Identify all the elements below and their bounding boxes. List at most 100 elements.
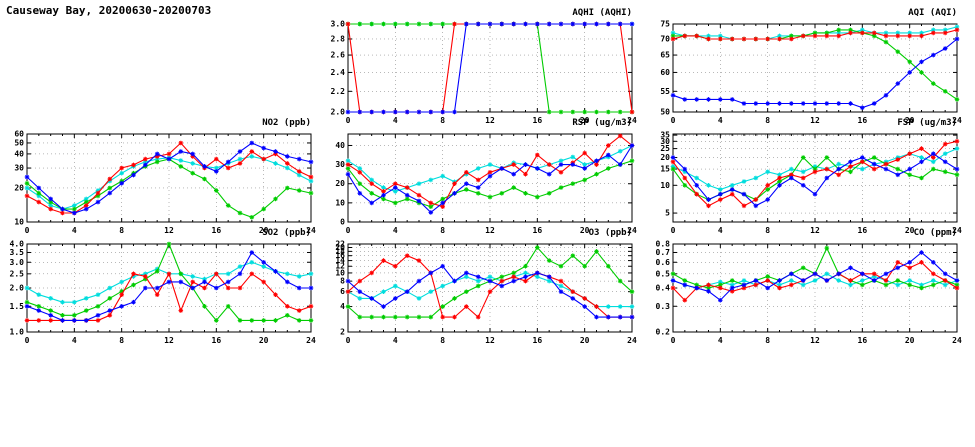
svg-text:0.7: 0.7: [656, 248, 671, 257]
page-title: Causeway Bay, 20200630-20200703: [6, 4, 212, 17]
svg-text:20: 20: [259, 226, 269, 235]
chart-no2: NO2 (ppb) 0 4 8 12 16 20 24 10 20 30 40 50 60: [1, 118, 317, 236]
rsp-plot: 0 4 8 12 16 20 24 0 10 20 30 40: [335, 133, 637, 235]
svg-text:20: 20: [259, 336, 269, 345]
co-plot: 0 4 8 12 16 20 24 0.2 0.3 0.4 0.5 0.60.70.8: [656, 240, 962, 345]
chart-no2-title: NO2 (ppb): [262, 118, 311, 128]
chart-aqhi: AQHI (AQHI) 0 4 8 12 16 20 24 2.0 2.2 2.4 2.6 2.8 3.…: [322, 8, 638, 126]
svg-text:2: 2: [340, 328, 345, 337]
svg-text:35: 35: [660, 131, 670, 140]
chart-o3: O3 (ppb) 0 4 8 12 16 20 24 2 4 6 8 10 12 14 16 18 20 22: [322, 228, 638, 346]
svg-text:20: 20: [905, 336, 915, 345]
svg-text:24: 24: [952, 116, 962, 125]
svg-text:24: 24: [627, 226, 637, 235]
svg-text:3.0: 3.0: [331, 20, 346, 29]
svg-text:40: 40: [335, 141, 345, 150]
svg-text:0: 0: [346, 336, 351, 345]
svg-text:0: 0: [25, 226, 30, 235]
svg-text:0: 0: [346, 116, 351, 125]
chart-rsp: RSP (ug/m3) 0 4 8 12 16 20 24 0 10 20 30 40: [322, 118, 638, 236]
svg-text:4: 4: [718, 116, 723, 125]
svg-text:2.5: 2.5: [10, 269, 25, 278]
svg-text:24: 24: [952, 336, 962, 345]
svg-text:70: 70: [660, 34, 670, 43]
svg-text:10: 10: [660, 181, 670, 190]
svg-text:30: 30: [335, 160, 345, 169]
svg-text:4: 4: [340, 302, 345, 311]
svg-text:4.0: 4.0: [10, 240, 25, 249]
svg-text:1.0: 1.0: [10, 328, 25, 337]
svg-text:16: 16: [335, 251, 345, 260]
svg-text:24: 24: [306, 336, 316, 345]
svg-text:0: 0: [671, 336, 676, 345]
svg-text:4: 4: [718, 226, 723, 235]
svg-text:60: 60: [14, 130, 24, 139]
svg-text:20: 20: [335, 179, 345, 188]
svg-text:0.5: 0.5: [656, 269, 671, 278]
chart-o3-title: O3 (ppb): [588, 228, 632, 238]
chart-so2: SO2 (ppb) 0 4 8 12 16 20 24 1.0 1.5 2.0 2.5 3.0 3.5 4…: [1, 228, 317, 346]
aqhi-plot: 0 4 8 12 16 20 24 2.0 2.2 2.4 2.6 2.8 3.0: [331, 20, 637, 125]
svg-text:20: 20: [905, 116, 915, 125]
svg-text:12: 12: [810, 116, 820, 125]
svg-text:2.0: 2.0: [10, 284, 25, 293]
svg-text:10: 10: [335, 268, 345, 277]
svg-text:60: 60: [660, 68, 670, 77]
svg-text:20: 20: [580, 116, 590, 125]
svg-text:1.5: 1.5: [10, 302, 25, 311]
svg-text:24: 24: [306, 226, 316, 235]
svg-text:4: 4: [393, 226, 398, 235]
svg-text:10: 10: [14, 218, 24, 227]
chart-co: CO (ppm) 0 4 8 12 16 20 24 0.2 0.3 0.4 0.5 0.6 0.7 0.…: [647, 228, 963, 346]
svg-text:3.0: 3.0: [10, 258, 25, 267]
svg-text:8: 8: [119, 336, 124, 345]
svg-text:16: 16: [212, 336, 222, 345]
svg-text:8: 8: [340, 277, 345, 286]
svg-text:20: 20: [580, 336, 590, 345]
svg-text:20: 20: [580, 226, 590, 235]
svg-text:40: 40: [14, 149, 24, 158]
svg-text:0: 0: [346, 226, 351, 235]
svg-text:5: 5: [665, 209, 670, 218]
svg-text:24: 24: [952, 226, 962, 235]
svg-text:12: 12: [485, 226, 495, 235]
svg-text:16: 16: [533, 116, 543, 125]
svg-text:3.5: 3.5: [10, 248, 25, 257]
svg-text:8: 8: [119, 226, 124, 235]
svg-text:8: 8: [765, 116, 770, 125]
svg-text:6: 6: [340, 287, 345, 296]
svg-text:0: 0: [340, 218, 345, 227]
chart-fsp-title: FSP (ug/m3): [897, 118, 957, 128]
chart-aqhi-title: AQHI (AQHI): [572, 8, 632, 18]
svg-text:18: 18: [335, 247, 345, 256]
svg-text:16: 16: [858, 336, 868, 345]
svg-text:30: 30: [14, 164, 24, 173]
svg-text:12: 12: [335, 262, 345, 271]
svg-text:15: 15: [660, 165, 670, 174]
chart-aqi-title: AQI (AQI): [908, 8, 957, 18]
svg-text:12: 12: [485, 116, 495, 125]
svg-text:20: 20: [905, 226, 915, 235]
svg-text:75: 75: [660, 20, 670, 29]
chart-rsp-title: RSP (ug/m3): [572, 118, 632, 128]
svg-text:22: 22: [335, 240, 345, 249]
svg-text:25: 25: [660, 144, 670, 153]
svg-text:12: 12: [485, 336, 495, 345]
svg-text:16: 16: [212, 226, 222, 235]
svg-text:0.8: 0.8: [656, 240, 671, 249]
svg-text:8: 8: [440, 226, 445, 235]
aqi-plot: 0 4 8 12 16 20 24 50 55 60 65 70 75: [660, 20, 962, 125]
svg-text:50: 50: [660, 108, 670, 117]
svg-text:24: 24: [627, 336, 637, 345]
svg-text:50: 50: [14, 138, 24, 147]
svg-text:2.0: 2.0: [331, 108, 346, 117]
svg-text:8: 8: [440, 336, 445, 345]
svg-text:16: 16: [858, 226, 868, 235]
svg-text:2.4: 2.4: [331, 68, 346, 77]
svg-text:4: 4: [393, 336, 398, 345]
svg-text:0.2: 0.2: [656, 328, 671, 337]
svg-text:2.2: 2.2: [331, 87, 346, 96]
svg-text:2.8: 2.8: [331, 34, 346, 43]
svg-text:12: 12: [810, 336, 820, 345]
